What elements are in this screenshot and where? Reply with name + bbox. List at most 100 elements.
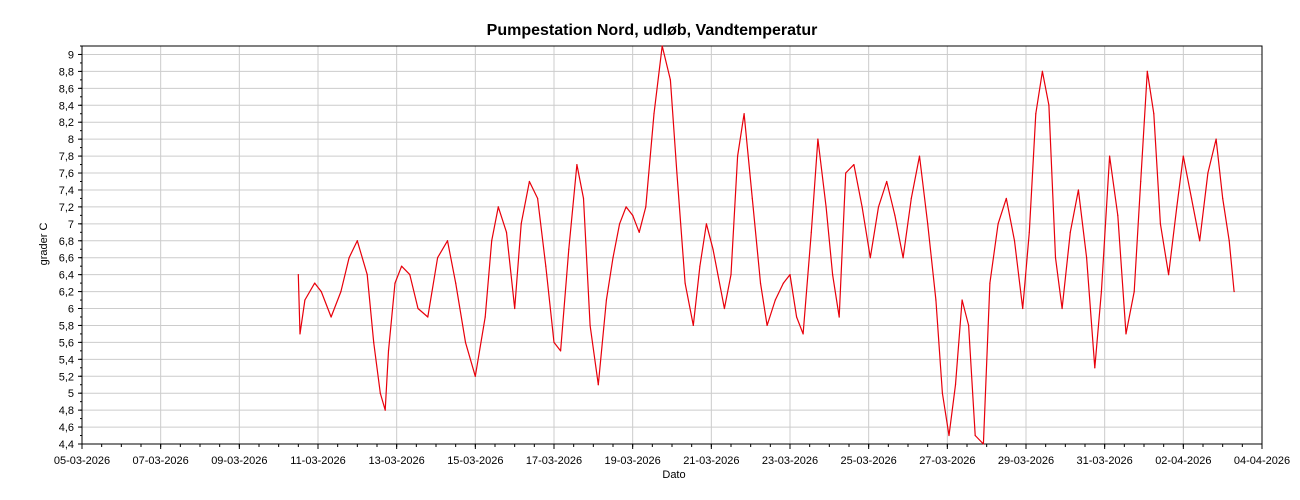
data-point (1035, 113, 1037, 115)
data-point (625, 206, 627, 208)
data-point (810, 231, 812, 233)
data-point (400, 265, 403, 267)
data-point (774, 299, 776, 301)
data-point (782, 282, 785, 284)
data-point (1061, 307, 1063, 310)
y-axis: 4,4 4,6 4,8 5 5,2 5,4 5,6 5,8 6 6,2 6,4 6,6 6,8 7 7,2 7… (59, 45, 82, 451)
data-point (1125, 333, 1127, 335)
data-point (853, 163, 855, 166)
data-point (366, 274, 368, 276)
data-point (948, 434, 950, 437)
data-point (576, 163, 578, 166)
data-point (545, 265, 547, 267)
chart-title: Pumpestation Nord, udløb, Vandtemperatur (487, 22, 818, 39)
data-point (982, 443, 984, 445)
data-point (861, 206, 863, 208)
data-point (712, 248, 714, 250)
data-point (559, 350, 562, 352)
data-point (1041, 70, 1043, 73)
y-axis-label: grader C (38, 223, 50, 266)
data-point (1100, 290, 1102, 293)
y-tick-label: 6,8 (59, 236, 74, 248)
data-point (597, 384, 599, 386)
data-point (684, 282, 686, 284)
data-point (394, 282, 396, 284)
data-point (1176, 206, 1178, 208)
y-tick-label: 7,6 (59, 168, 74, 180)
x-tick-label: 17-03-2026 (526, 455, 582, 467)
data-point (1190, 197, 1193, 200)
y-tick-label: 6,2 (59, 287, 74, 299)
x-tick-label: 25-03-2026 (841, 455, 897, 467)
y-tick-label: 9 (68, 49, 74, 61)
data-point (989, 282, 991, 284)
y-tick-label: 4,8 (59, 405, 74, 417)
data-point (1117, 214, 1119, 216)
data-point (417, 307, 419, 310)
y-tick-label: 8 (68, 134, 74, 146)
data-point (869, 257, 871, 259)
data-point (1222, 197, 1224, 200)
data-point (1167, 274, 1170, 276)
y-tick-label: 5,2 (59, 371, 74, 383)
data-point (927, 223, 929, 225)
y-tick-label: 5,4 (59, 354, 74, 366)
data-point (766, 324, 768, 327)
data-point (1140, 180, 1142, 183)
data-point (1048, 104, 1050, 106)
data-point (1215, 138, 1217, 140)
data-point (838, 316, 840, 318)
data-point (1153, 113, 1155, 115)
data-point (692, 324, 694, 327)
data-point (1022, 307, 1024, 310)
data-point (528, 180, 531, 183)
data-point (437, 257, 439, 259)
data-point (817, 138, 819, 140)
data-point (877, 206, 880, 208)
x-axis: 05-03-2026 07-03-2026 09-03-2026 11-03-2026… (54, 444, 1290, 467)
data-point (743, 113, 745, 115)
data-point (825, 206, 827, 208)
x-tick-label: 05-03-2026 (54, 455, 110, 467)
data-point (340, 290, 342, 293)
data-point (705, 223, 708, 225)
y-tick-label: 5,6 (59, 337, 74, 349)
y-tick-label: 7,4 (59, 185, 74, 197)
data-point (520, 223, 522, 225)
y-tick-label: 8,4 (59, 100, 74, 112)
data-point (514, 307, 516, 310)
data-point (427, 316, 429, 318)
data-point (802, 333, 804, 335)
data-point (645, 206, 647, 208)
data-point (1094, 367, 1096, 369)
data-point (387, 350, 390, 352)
grid (82, 46, 1262, 444)
data-point (1054, 257, 1057, 259)
data-point (886, 180, 888, 183)
data-point (669, 79, 671, 81)
x-tick-label: 19-03-2026 (605, 455, 661, 467)
data-point (736, 155, 739, 157)
data-point (384, 409, 386, 411)
data-point (832, 274, 834, 276)
data-point (1146, 70, 1148, 73)
data-point (497, 206, 499, 208)
series-layer (297, 45, 1235, 445)
data-point (1086, 257, 1088, 259)
data-point (653, 113, 655, 115)
y-tick-label: 6,6 (59, 253, 74, 265)
data-point (968, 324, 970, 327)
data-point (537, 197, 539, 200)
x-tick-label: 31-03-2026 (1077, 455, 1133, 467)
data-point (356, 240, 358, 242)
y-tick-label: 6,4 (59, 270, 74, 282)
data-point (717, 274, 719, 276)
data-point (845, 172, 847, 174)
data-point (553, 341, 555, 343)
y-tick-label: 6 (68, 304, 74, 316)
data-point (910, 197, 912, 200)
data-point (730, 274, 732, 276)
data-point (935, 299, 937, 301)
x-tick-label: 29-03-2026 (998, 455, 1054, 467)
data-point (379, 392, 381, 394)
